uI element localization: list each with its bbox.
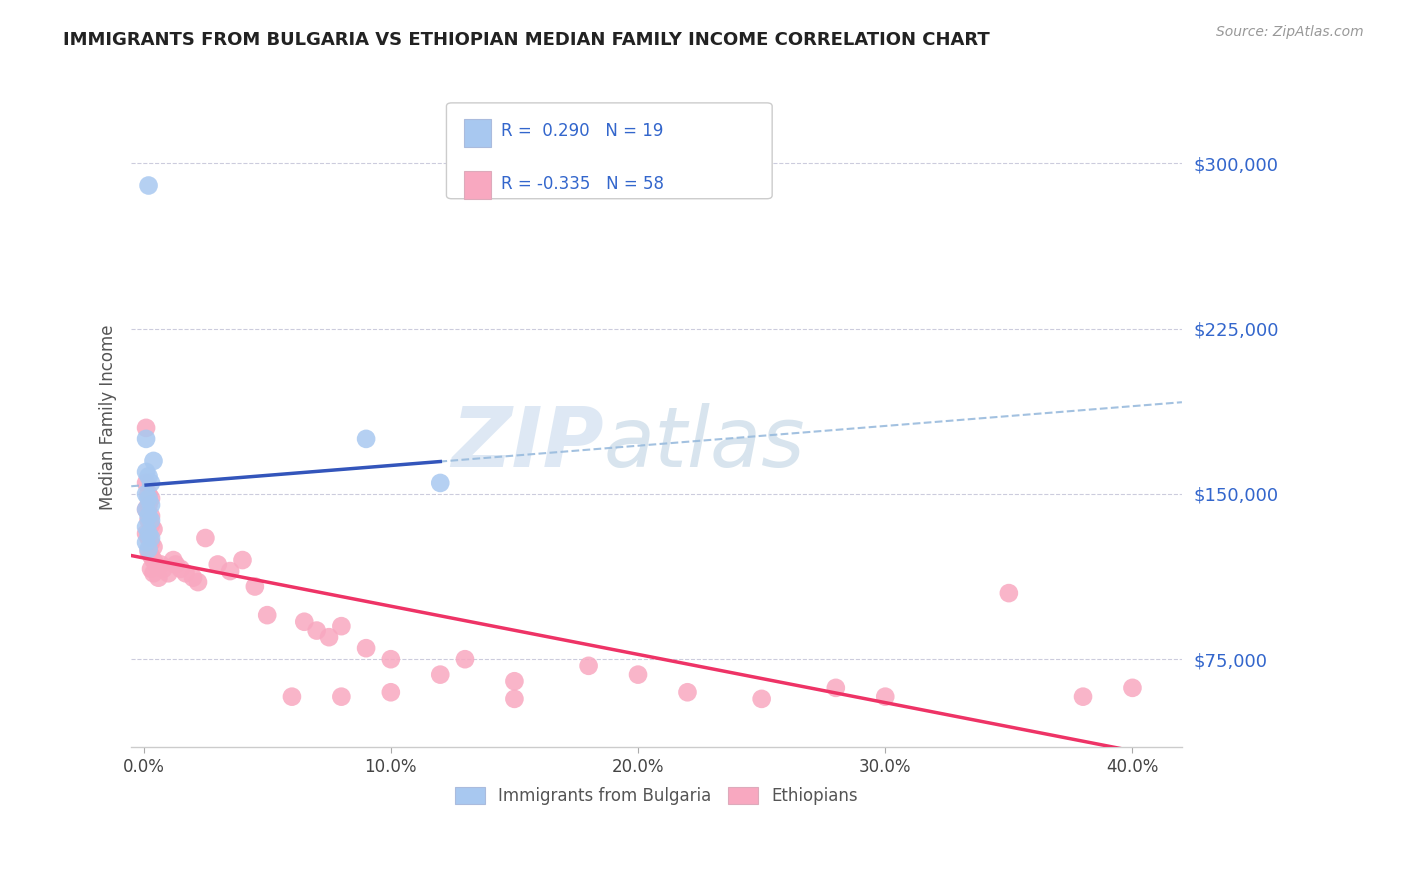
Point <box>135 502 157 516</box>
Point <box>139 475 162 490</box>
Point <box>138 544 160 558</box>
Point <box>138 508 160 523</box>
Point <box>281 690 304 704</box>
Point <box>139 549 162 563</box>
Point <box>139 498 162 512</box>
Text: ZIP: ZIP <box>451 403 605 483</box>
Point <box>305 624 328 638</box>
Point <box>138 513 160 527</box>
Point <box>135 502 157 516</box>
Point <box>135 535 157 549</box>
Text: R =  0.290   N = 19: R = 0.290 N = 19 <box>501 122 664 140</box>
Point <box>219 564 242 578</box>
Point <box>135 432 157 446</box>
Point <box>676 685 699 699</box>
Point <box>139 535 162 549</box>
Point <box>142 454 165 468</box>
Point <box>503 674 526 689</box>
Point <box>194 531 217 545</box>
Point <box>139 513 162 527</box>
Point <box>139 562 162 576</box>
Point <box>330 619 353 633</box>
Point <box>231 553 253 567</box>
Text: Source: ZipAtlas.com: Source: ZipAtlas.com <box>1216 25 1364 39</box>
Point <box>256 608 278 623</box>
Point <box>503 691 526 706</box>
Point <box>824 681 846 695</box>
Point <box>135 475 157 490</box>
Point <box>207 558 229 572</box>
Point <box>138 487 160 501</box>
Point <box>429 667 451 681</box>
Point <box>135 520 157 534</box>
Point <box>181 571 204 585</box>
Point <box>578 658 600 673</box>
Point <box>138 178 160 193</box>
FancyBboxPatch shape <box>447 103 772 199</box>
Point <box>454 652 477 666</box>
Point <box>142 540 165 554</box>
Bar <box>464 119 491 147</box>
Point <box>998 586 1021 600</box>
Point <box>170 562 193 576</box>
Point <box>139 508 162 523</box>
Y-axis label: Median Family Income: Median Family Income <box>100 324 117 509</box>
Point <box>429 475 451 490</box>
Point <box>138 542 160 557</box>
Point <box>139 517 162 532</box>
Bar <box>464 171 491 200</box>
Text: atlas: atlas <box>605 403 806 483</box>
Text: IMMIGRANTS FROM BULGARIA VS ETHIOPIAN MEDIAN FAMILY INCOME CORRELATION CHART: IMMIGRANTS FROM BULGARIA VS ETHIOPIAN ME… <box>63 31 990 49</box>
Point <box>149 558 172 572</box>
Point <box>1071 690 1094 704</box>
Point <box>139 531 162 545</box>
Point <box>135 526 157 541</box>
Point <box>318 630 340 644</box>
Point <box>138 531 160 545</box>
Point <box>627 667 650 681</box>
Point <box>1121 681 1143 695</box>
Point <box>138 469 160 483</box>
Point <box>187 575 209 590</box>
Point <box>138 491 160 506</box>
Point <box>138 526 160 541</box>
Point <box>165 558 187 572</box>
Text: R = -0.335   N = 58: R = -0.335 N = 58 <box>501 175 664 193</box>
Point <box>135 465 157 479</box>
Point <box>292 615 315 629</box>
Point <box>875 690 897 704</box>
Point <box>354 432 377 446</box>
Point <box>148 571 170 585</box>
Point <box>162 553 184 567</box>
Point <box>330 690 353 704</box>
Point <box>243 580 266 594</box>
Point <box>751 691 773 706</box>
Point <box>142 522 165 536</box>
Point <box>142 566 165 581</box>
Point <box>138 498 160 512</box>
Point <box>145 558 167 572</box>
Point <box>157 566 180 581</box>
Point <box>135 421 157 435</box>
Point <box>152 562 174 576</box>
Legend: Immigrants from Bulgaria, Ethiopians: Immigrants from Bulgaria, Ethiopians <box>449 780 865 812</box>
Point <box>135 487 157 501</box>
Point <box>354 641 377 656</box>
Point <box>142 553 165 567</box>
Point <box>174 566 197 581</box>
Point <box>139 491 162 506</box>
Point <box>380 652 402 666</box>
Point <box>380 685 402 699</box>
